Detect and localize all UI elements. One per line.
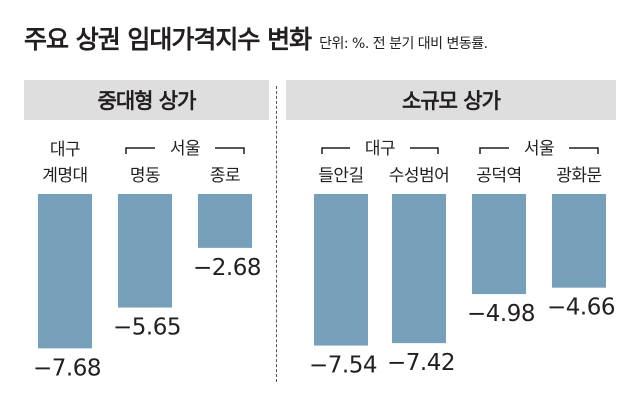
value-label-1-1: −7.42 — [387, 350, 455, 376]
value-label-1-0: −7.54 — [309, 353, 377, 379]
category-label-0-0: 대구 — [50, 140, 80, 160]
bar-0-2 — [198, 194, 252, 248]
value-label-0-0: −7.68 — [33, 355, 101, 381]
bar-1-3 — [552, 194, 606, 288]
group-label-0-0: 서울 — [170, 139, 200, 159]
chart-subtitle: 단위: %. 전 분기 대비 변동률. — [319, 36, 488, 52]
group-bracket-1-1 — [479, 147, 599, 154]
bar-1-1 — [392, 194, 446, 344]
bar-1-0 — [314, 194, 368, 346]
category-label-0-2: 종로 — [210, 166, 240, 186]
value-label-1-3: −4.66 — [547, 295, 615, 321]
category-label-1-0: 들안길 — [318, 166, 363, 186]
group-label-1-1: 서울 — [524, 139, 554, 159]
panel-header-small: 소규모 상가 — [286, 80, 616, 120]
bar-1-2 — [472, 194, 526, 295]
chart-title: 주요 상권 임대가격지수 변화 — [24, 25, 312, 54]
group-bracket-1-0 — [321, 147, 439, 154]
panel-header-midlarge: 중대형 상가 — [24, 80, 269, 120]
group-bracket-0-0 — [125, 147, 245, 154]
group-label-1-0: 대구 — [365, 139, 395, 159]
value-label-0-1: −5.65 — [113, 315, 181, 341]
category-label-0-1: 명동 — [130, 166, 160, 186]
category-label-1-1: 수성범어 — [389, 166, 450, 186]
bar-0-1 — [118, 194, 172, 308]
chart-title-block: 주요 상권 임대가격지수 변화 단위: %. 전 분기 대비 변동률. — [24, 20, 488, 60]
value-label-0-2: −2.68 — [193, 255, 261, 281]
category-label-0-0: 계명대 — [42, 166, 87, 186]
panel-divider — [276, 86, 277, 382]
category-label-1-3: 광화문 — [556, 166, 601, 186]
bar-0-0 — [38, 194, 92, 349]
category-label-1-2: 공덕역 — [476, 166, 521, 186]
value-label-1-2: −4.98 — [467, 301, 535, 327]
